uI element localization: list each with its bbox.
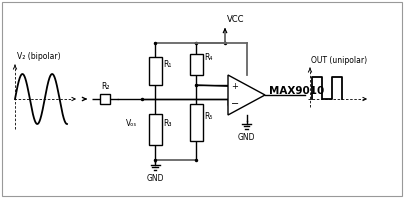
Bar <box>189 53 202 74</box>
Bar <box>149 114 162 145</box>
Text: R₂: R₂ <box>101 82 109 91</box>
Text: R₃: R₃ <box>163 118 172 128</box>
Text: MAX9010: MAX9010 <box>269 86 324 96</box>
Text: VCC: VCC <box>227 15 244 24</box>
Bar <box>189 104 202 141</box>
Bar <box>100 94 110 104</box>
Polygon shape <box>228 75 265 115</box>
Bar <box>149 57 162 85</box>
Text: −: − <box>231 99 239 109</box>
Text: R₄: R₄ <box>204 53 213 62</box>
Text: GND: GND <box>238 133 255 142</box>
Text: OUT (unipolar): OUT (unipolar) <box>311 56 367 65</box>
Text: R₁: R₁ <box>163 60 171 69</box>
Text: R₅: R₅ <box>204 111 213 121</box>
Text: +: + <box>231 82 238 91</box>
Text: Vₒₛ: Vₒₛ <box>126 118 137 128</box>
Text: GND: GND <box>146 174 164 183</box>
Text: V₂ (bipolar): V₂ (bipolar) <box>17 52 61 61</box>
